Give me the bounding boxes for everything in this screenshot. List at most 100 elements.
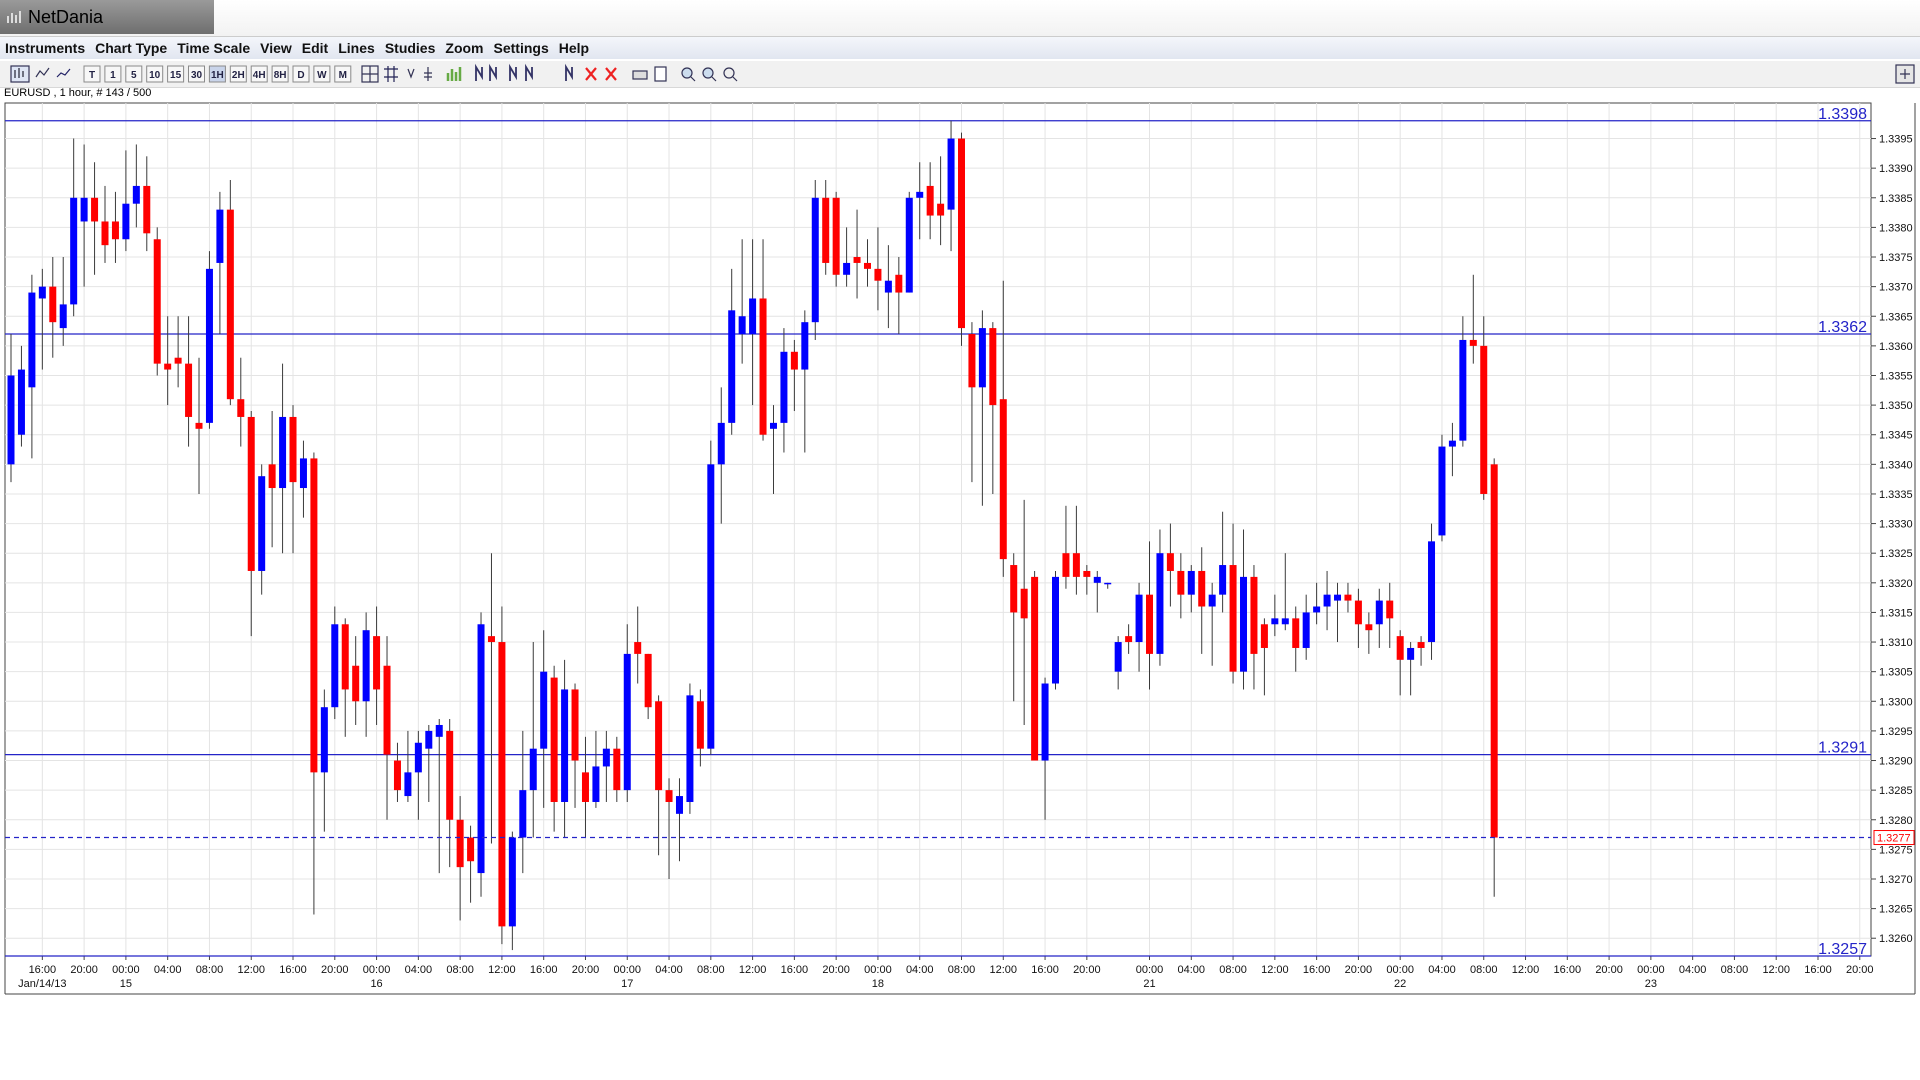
candle-body [1020,588,1028,619]
zoom-out-button[interactable] [702,67,714,79]
y-tick-label: 1.3385 [1879,193,1913,205]
interval-label: 1 [110,70,116,81]
candle-body [1177,570,1185,595]
candle-body [790,351,798,370]
icon-button[interactable] [407,68,415,79]
candle-body [1396,636,1404,660]
x-tick-label: 00:00 [112,964,140,976]
instrument-info: EURUSD , 1 hour, # 143 / 500 [4,87,152,99]
preview-button[interactable] [654,66,667,82]
interval-button[interactable] [250,65,268,83]
candle-body [477,624,485,874]
candle-body [1459,339,1467,441]
candle-body [874,268,882,281]
icon-button[interactable] [56,68,71,78]
candle-body [769,422,777,429]
interval-button[interactable] [83,65,101,83]
last-price-box [1873,830,1915,846]
menu-item[interactable]: Help [558,40,590,56]
lines-button[interactable] [565,63,573,81]
candle-body [80,197,88,222]
interval-button[interactable] [313,65,331,83]
interval-label: 5 [131,70,137,81]
candle-body [310,458,318,773]
menu-bar: Instruments Chart Type Time Scale View E… [0,37,1920,59]
candle-body [1052,576,1059,684]
candle-body [70,197,78,305]
x-tick-label: 04:00 [655,964,683,976]
candle-body [728,310,736,423]
menu-item[interactable]: Studies [384,40,436,56]
date-label: 18 [872,978,884,990]
menu-item[interactable]: Time Scale [177,40,251,56]
x-tick-label: 12:00 [488,964,516,976]
menu-item[interactable]: Edit [301,40,329,56]
menu-item[interactable]: Settings [493,40,549,56]
y-tick-label: 1.3285 [1879,785,1913,797]
interval-button[interactable] [208,65,226,83]
toolbar: T 1 5 10 15 30 1H 2H 4H 8H D W M [0,61,1920,88]
icon-button[interactable] [424,67,432,81]
grid-button[interactable] [384,66,398,82]
candle-body [1386,600,1394,619]
interval-button[interactable] [146,65,164,83]
interval-button[interactable] [125,65,143,83]
icon-button[interactable] [446,67,462,81]
candle-body [999,399,1007,560]
candle-body [1302,612,1310,648]
candle-body [1365,624,1373,631]
candle-body [299,458,307,489]
candle-body [38,286,46,299]
interval-button[interactable] [229,65,247,83]
menu-item[interactable]: Chart Type [95,40,168,56]
x-tick-label: 16:00 [29,964,57,976]
candle-body [237,399,245,417]
menu-item[interactable]: View [260,40,292,56]
interval-button[interactable] [271,65,289,83]
y-tick-label: 1.3370 [1879,282,1913,294]
delete-all-button[interactable] [605,67,617,81]
zoom-reset-button[interactable] [723,67,735,79]
interval-button[interactable] [167,65,185,83]
candle-body [884,280,892,293]
candle-body [696,701,704,749]
interval-button[interactable] [104,65,122,83]
app-icon [7,11,21,23]
interval-button[interactable] [188,65,205,83]
candle-body [122,203,130,240]
candle-body [414,742,422,773]
x-tick-label: 00:00 [363,964,391,976]
candle-body [435,724,443,737]
candle-body [279,416,287,489]
menu-item[interactable]: Instruments [5,40,86,56]
icon-button[interactable] [35,67,50,78]
menu-item[interactable]: Zoom [445,40,484,56]
date-label: 17 [621,978,633,990]
interval-label: 1H [211,70,224,81]
lines-button[interactable] [475,63,497,81]
candle-body [1208,594,1216,607]
candle-body [623,653,631,791]
interval-button[interactable] [334,65,352,83]
zoom-in-button[interactable] [681,67,693,79]
candle-body [550,677,558,802]
candle-body [508,837,516,927]
candle-body [1417,642,1425,648]
candle-body [205,268,213,423]
x-tick-label: 16:00 [530,964,558,976]
delete-button[interactable] [585,67,597,81]
candle-body [686,695,694,802]
print-button[interactable] [632,70,648,80]
lines-button[interactable] [509,63,533,81]
menu-item[interactable]: Lines [338,40,375,56]
candle-body [853,257,861,263]
x-tick-label: 04:00 [1428,964,1456,976]
candle-body [1250,576,1258,654]
candle-body [153,239,161,364]
interval-label: 10 [149,70,161,81]
x-tick-label: 16:00 [1031,964,1059,976]
candle-body [456,819,464,868]
candle-body [1083,570,1091,577]
interval-button[interactable] [292,65,310,83]
